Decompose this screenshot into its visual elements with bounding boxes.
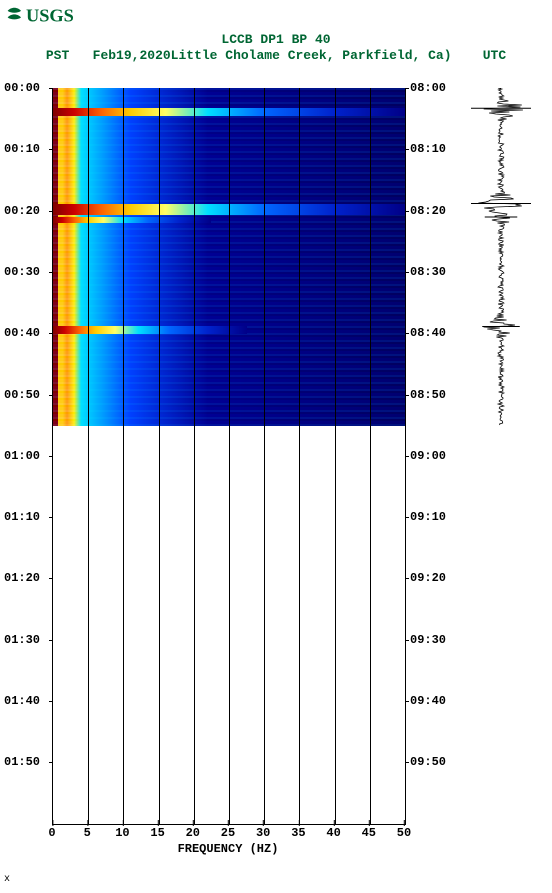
x-tick: 0 [48, 826, 55, 840]
seismic-event [53, 326, 247, 333]
y-tick-right: 08:30 [410, 266, 446, 278]
y-tick-right: 08:20 [410, 205, 446, 217]
y-tick-right: 08:10 [410, 143, 446, 155]
x-tick: 5 [84, 826, 91, 840]
x-tick: 10 [115, 826, 129, 840]
x-tick: 50 [397, 826, 411, 840]
y-tick-left: 00:30 [4, 266, 40, 278]
y-tick-right: 09:00 [410, 450, 446, 462]
gridline [88, 88, 89, 824]
x-tick: 25 [221, 826, 235, 840]
chart-title: LCCB DP1 BP 40 [0, 32, 552, 48]
chart-subtitle: PST Feb19,2020Little Cholame Creek, Park… [0, 48, 552, 64]
date: Feb19,2020 [93, 48, 171, 63]
usgs-logo: USGS [6, 4, 106, 26]
x-tick: 40 [326, 826, 340, 840]
y-tick-left: 00:40 [4, 327, 40, 339]
y-tick-left: 01:00 [4, 450, 40, 462]
gridline [264, 88, 265, 824]
x-tick: 35 [291, 826, 305, 840]
gridline [229, 88, 230, 824]
location: Little Cholame Creek, Parkfield, Ca) [171, 48, 452, 63]
x-tick: 45 [362, 826, 376, 840]
gridline [159, 88, 160, 824]
x-axis: FREQUENCY (HZ) 05101520253035404550 [52, 824, 404, 864]
y-tick-right: 09:20 [410, 572, 446, 584]
x-tick: 30 [256, 826, 270, 840]
svg-text:USGS: USGS [26, 6, 74, 26]
x-axis-label: FREQUENCY (HZ) [52, 842, 404, 856]
x-tick: 20 [186, 826, 200, 840]
y-tick-left: 00:00 [4, 82, 40, 94]
y-tick-left: 00:10 [4, 143, 40, 155]
spectrogram-plot [52, 88, 406, 825]
y-tick-left: 01:20 [4, 572, 40, 584]
gridline [123, 88, 124, 824]
gridline [370, 88, 371, 824]
y-tick-right: 09:50 [410, 756, 446, 768]
gridline [194, 88, 195, 824]
y-tick-right: 09:40 [410, 695, 446, 707]
y-tick-left: 00:20 [4, 205, 40, 217]
y-tick-right: 08:40 [410, 327, 446, 339]
y-tick-left: 01:30 [4, 634, 40, 646]
y-tick-left: 01:40 [4, 695, 40, 707]
y-axis-left: 00:0000:1000:2000:3000:4000:5001:0001:10… [4, 88, 50, 824]
chart-header: LCCB DP1 BP 40 PST Feb19,2020Little Chol… [0, 32, 552, 63]
seismic-event [53, 217, 211, 223]
y-tick-left: 00:50 [4, 389, 40, 401]
y-axis-right: 08:0008:1008:2008:3008:4008:5009:0009:10… [410, 88, 456, 824]
gridline [299, 88, 300, 824]
gridline [335, 88, 336, 824]
x-tick: 15 [150, 826, 164, 840]
y-tick-right: 09:30 [410, 634, 446, 646]
y-tick-left: 01:50 [4, 756, 40, 768]
y-tick-right: 08:50 [410, 389, 446, 401]
tz-right: UTC [483, 48, 506, 63]
y-tick-right: 08:00 [410, 82, 446, 94]
y-tick-left: 01:10 [4, 511, 40, 523]
seismogram-trace [466, 88, 536, 426]
tz-left: PST [46, 48, 69, 63]
footer-mark: x [4, 874, 10, 885]
y-tick-right: 09:10 [410, 511, 446, 523]
